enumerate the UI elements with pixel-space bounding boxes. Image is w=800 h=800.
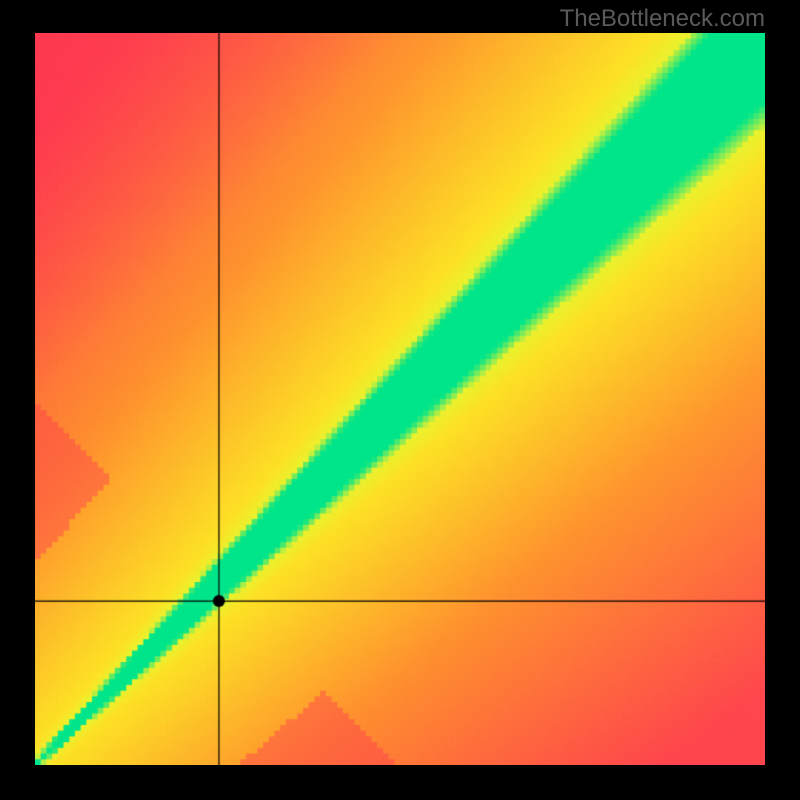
attribution-text: TheBottleneck.com bbox=[560, 5, 765, 33]
bottleneck-heatmap bbox=[35, 33, 765, 765]
